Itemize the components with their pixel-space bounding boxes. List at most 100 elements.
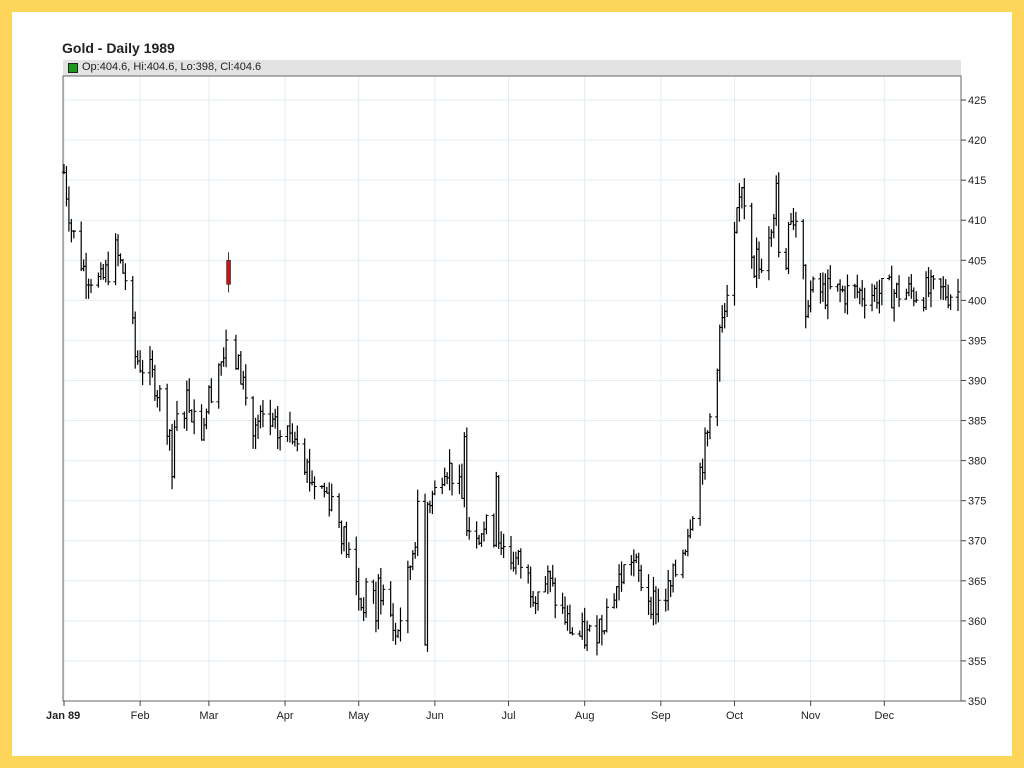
ohlc-bar xyxy=(413,542,418,559)
ohlc-bar xyxy=(808,280,813,313)
ohlc-bar xyxy=(167,429,172,451)
ohlc-bar xyxy=(619,561,624,592)
ohlc-bar xyxy=(290,423,295,445)
ohlc-bar xyxy=(604,598,609,633)
y-tick-label: 385 xyxy=(968,416,986,428)
ohlc-bar xyxy=(614,586,619,609)
ohlc-bar xyxy=(896,275,902,307)
ohlc-bar xyxy=(668,580,673,598)
ohlc-bar xyxy=(169,423,175,490)
ohlc-bar xyxy=(587,624,592,632)
ohlc-bar xyxy=(724,284,730,318)
ohlc-bar xyxy=(356,567,361,611)
ohlc-bar xyxy=(137,350,143,373)
ohlc-bar xyxy=(631,549,637,577)
ohlc-bar xyxy=(751,255,757,279)
ohlc-bar xyxy=(742,178,747,220)
ohlc-bar xyxy=(388,581,393,617)
ohlc-bar xyxy=(818,272,823,304)
ohlc-bar xyxy=(801,219,806,280)
ohlc-bar xyxy=(390,603,396,642)
ohlc-bar xyxy=(690,516,695,531)
ohlc-bar xyxy=(653,586,659,625)
ohlc-bar xyxy=(938,278,944,300)
ohlc-bar xyxy=(354,536,359,596)
y-tick-label: 355 xyxy=(968,656,986,668)
ohlc-bar xyxy=(140,359,145,386)
grid-lines xyxy=(63,76,961,702)
ohlc-bar xyxy=(904,288,909,300)
ohlc-bar xyxy=(530,590,536,607)
ohlc-bar xyxy=(683,549,688,556)
x-tick-label: Jun xyxy=(426,710,444,722)
ohlc-bar xyxy=(656,588,661,623)
ohlc-bar xyxy=(926,267,931,298)
ohlc-bar xyxy=(825,269,831,320)
highlighted-bar-body xyxy=(226,259,231,285)
ohlc-bar xyxy=(174,400,180,431)
ohlc-bar xyxy=(673,559,678,577)
ohlc-bar xyxy=(467,517,472,540)
ohlc-bar xyxy=(621,564,627,585)
ohlc-bar xyxy=(123,263,128,291)
ohlc-bar xyxy=(791,207,796,231)
ohlc-bar xyxy=(533,596,538,614)
legend-swatch xyxy=(68,63,78,73)
ohlc-bar xyxy=(287,411,293,443)
ohlc-bar xyxy=(474,521,479,549)
ohlc-bar xyxy=(494,471,499,548)
ohlc-bar xyxy=(923,271,929,311)
ohlc-bar xyxy=(422,493,428,646)
ohlc-bar xyxy=(358,597,364,611)
ohlc-bar xyxy=(840,285,845,293)
ohlc-bar xyxy=(611,593,617,609)
ohlc-bar xyxy=(842,285,848,314)
ohlc-bar xyxy=(805,300,811,319)
ohlc-bar xyxy=(187,378,192,413)
ohlc-bar xyxy=(322,482,327,498)
ohlc-bar xyxy=(250,396,256,449)
ohlc-bar xyxy=(869,283,875,312)
ohlc-bar xyxy=(449,462,455,496)
ohlc-bar xyxy=(408,565,413,581)
ohlc-bar xyxy=(275,406,280,450)
ohlc-bar xyxy=(78,221,84,272)
ohlc-bar xyxy=(720,304,725,333)
y-tick-label: 395 xyxy=(968,335,986,347)
chart-frame: Gold - Daily 1989 Op:404.6, Hi:404.6, Lo… xyxy=(12,12,1012,756)
x-tick-label: Dec xyxy=(875,710,895,722)
ohlc-bar xyxy=(518,548,524,579)
ohlc-bar xyxy=(307,448,312,492)
ohlc-bar xyxy=(941,276,946,300)
ohlc-bar xyxy=(427,500,433,514)
ohlc-bar xyxy=(464,427,469,537)
y-tick-label: 365 xyxy=(968,576,986,588)
ohlc-bar xyxy=(216,363,221,409)
ohlc-bar xyxy=(553,577,558,619)
ohlc-bar xyxy=(346,542,352,558)
ohlc-bar xyxy=(496,475,501,549)
ohlc-bar xyxy=(273,408,278,429)
ohlc-bar xyxy=(513,551,519,575)
ohlc-bar xyxy=(680,549,686,579)
y-tick-label: 380 xyxy=(968,456,986,468)
y-tick-label: 410 xyxy=(968,215,986,227)
ohlc-bar xyxy=(64,166,69,207)
x-tick-label: Oct xyxy=(726,710,743,722)
ohlc-bar xyxy=(891,289,897,322)
ohlc-bar xyxy=(260,400,266,428)
ohlc-bar xyxy=(462,432,467,508)
ohlc-bar xyxy=(270,412,275,428)
ohlc-bar xyxy=(700,458,705,485)
y-tick-label: 420 xyxy=(968,135,986,147)
ohlc-bar xyxy=(361,597,366,622)
ohlc-bar xyxy=(135,350,140,365)
ohlc-bar xyxy=(874,281,880,309)
ohlc-bar xyxy=(86,278,91,299)
ohlc-bar xyxy=(820,272,826,303)
ohlc-bar xyxy=(425,501,430,652)
ohlc-bar xyxy=(599,614,605,646)
ohlc-bar xyxy=(223,329,229,368)
ohlc-bar xyxy=(629,555,634,576)
price-chart[interactable]: 350 355 360 365 370 375 380 385 390 395 400 405 410 4… xyxy=(12,12,1012,756)
